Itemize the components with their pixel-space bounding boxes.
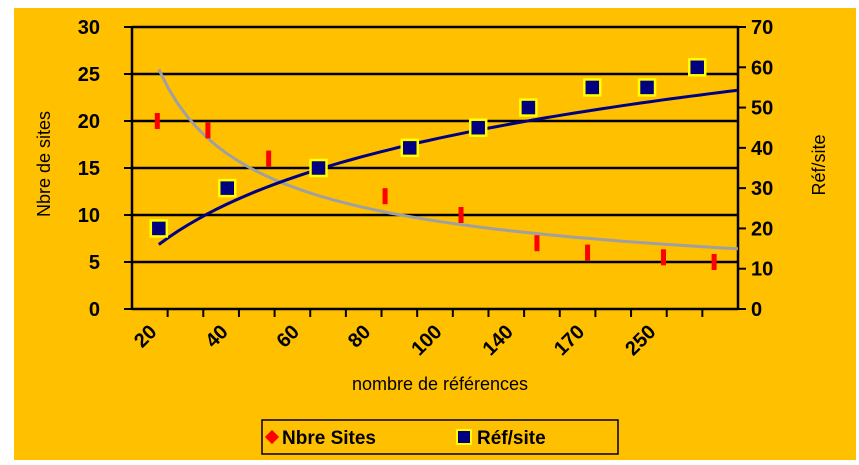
nbre-sites-marker	[154, 113, 160, 129]
gridlines	[132, 25, 738, 264]
legend-box	[261, 419, 619, 455]
left-axis-title: Nbre de sites	[34, 111, 54, 217]
right-tick-label: 40	[751, 138, 773, 160]
right-tick-label: 70	[751, 17, 773, 39]
nbre-sites-marker	[660, 249, 666, 266]
ref-site-marker	[687, 58, 707, 77]
legend-marker-ref-site	[456, 429, 472, 445]
legend-label-ref-site: Réf/site	[477, 428, 546, 449]
trendline-nbre-sites	[157, 68, 739, 251]
right-tick-label: 20	[751, 218, 773, 240]
nbre-sites-marker	[205, 122, 211, 139]
left-tick-label: 20	[78, 111, 100, 133]
ref-site-marker	[400, 138, 420, 158]
left-tick-label: 15	[78, 158, 100, 180]
trendlines	[157, 68, 739, 251]
ref-site-marker	[218, 178, 237, 198]
nbre-sites-marker	[585, 244, 591, 261]
right-tick-label: 60	[751, 57, 773, 79]
data-marks	[149, 58, 717, 270]
nbre-sites-marker	[458, 207, 464, 223]
nbre-sites-marker	[711, 254, 717, 270]
nbre-sites-marker	[382, 188, 388, 205]
legend: Nbre Sites Réf/site	[261, 419, 619, 455]
ref-site-marker	[149, 219, 169, 238]
axes	[124, 26, 746, 317]
left-tick-label: 10	[78, 205, 100, 227]
left-tick-label: 25	[78, 64, 100, 86]
ref-site-marker	[637, 78, 657, 97]
ref-site-marker	[468, 118, 488, 137]
ref-site-marker	[309, 158, 328, 178]
trendline-ref-site	[157, 88, 739, 246]
left-tick-label: 30	[78, 17, 100, 39]
left-tick-label: 0	[89, 299, 100, 321]
nbre-sites-marker	[266, 150, 272, 167]
right-tick-label: 0	[751, 299, 762, 321]
ref-site-marker	[583, 78, 602, 97]
left-tick-label: 5	[89, 252, 100, 274]
right-tick-label: 50	[751, 98, 773, 120]
x-axis-title: nombre de références	[352, 374, 528, 394]
ref-site-marker	[519, 98, 538, 117]
right-tick-label: 10	[751, 259, 773, 281]
right-tick-label: 30	[751, 178, 773, 200]
nbre-sites-marker	[534, 235, 540, 252]
right-axis-title: Réf/site	[809, 134, 829, 195]
legend-marker-nbre-sites	[264, 429, 280, 445]
legend-label-nbre-sites: Nbre Sites	[282, 428, 376, 449]
